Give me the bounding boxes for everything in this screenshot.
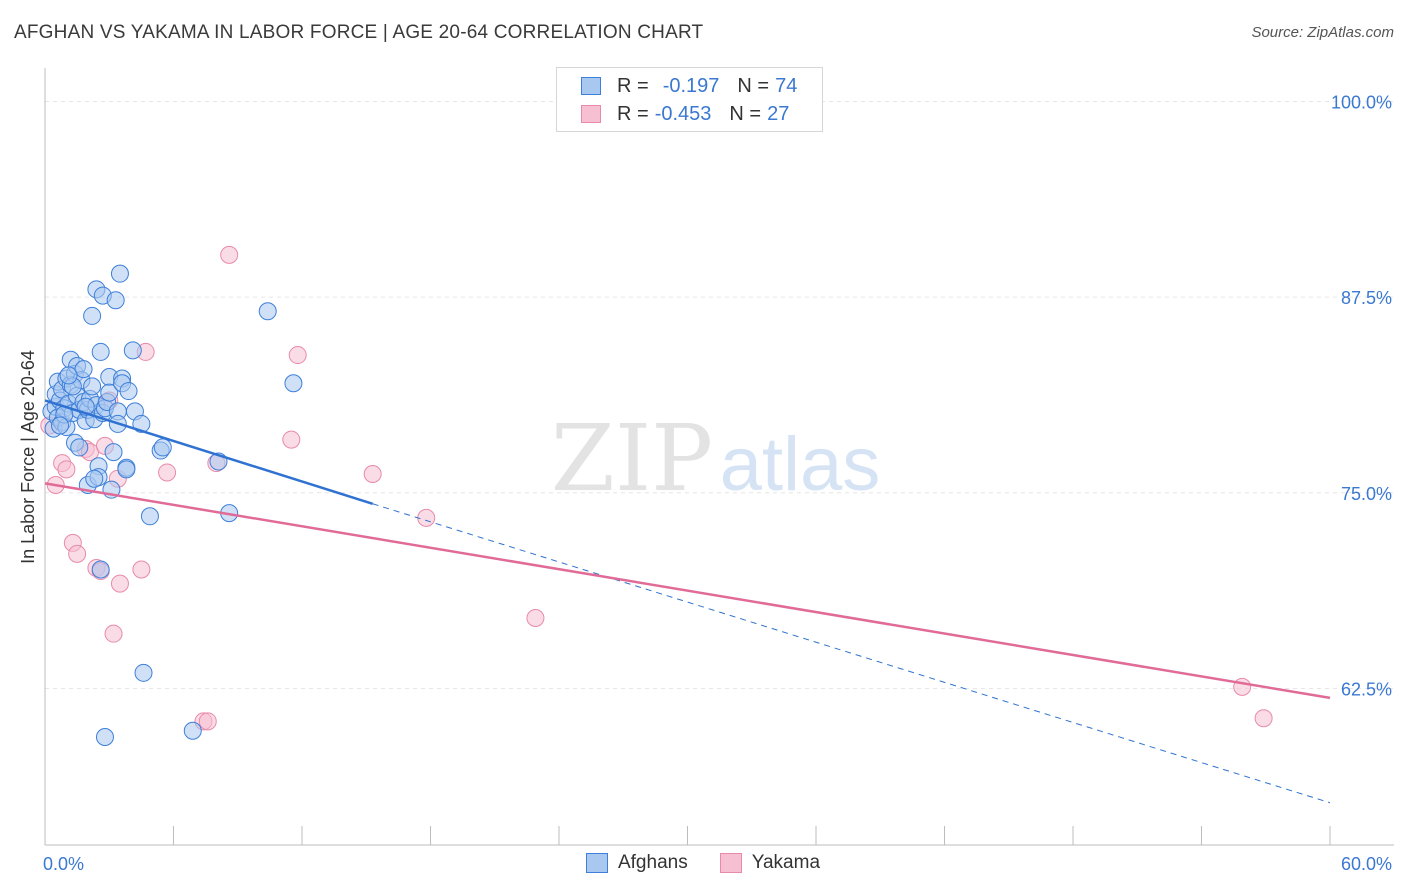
afghans-series xyxy=(42,264,303,746)
yakama-point xyxy=(220,245,239,264)
axes xyxy=(44,68,1394,846)
afghans-swatch xyxy=(585,853,608,873)
legend-r-label: R = xyxy=(617,74,649,97)
yakama-point xyxy=(417,508,436,527)
yakama-point xyxy=(110,574,129,593)
legend-row-afghans: R = -0.197 N = 74 xyxy=(581,73,797,99)
afghans-point xyxy=(83,306,102,325)
watermark-atlas: atlas xyxy=(720,422,881,507)
yakama-point xyxy=(282,430,301,449)
yakama-point xyxy=(526,609,545,628)
yakama-point xyxy=(132,560,151,579)
legend-row-yakama: R = -0.453 N = 27 xyxy=(581,101,789,127)
afghans-point xyxy=(50,416,69,435)
afghans-point xyxy=(140,507,159,526)
chart-title: AFGHAN VS YAKAMA IN LABOR FORCE | AGE 20… xyxy=(14,22,704,43)
x-tick-label: 60.0% xyxy=(1341,854,1392,874)
y-tick-label: 100.0% xyxy=(1331,92,1392,112)
yakama-point xyxy=(198,712,217,731)
afghans-point xyxy=(123,341,142,360)
afghans-point xyxy=(117,460,136,479)
legend-item-yakama[interactable]: Yakama xyxy=(719,852,821,874)
afghans-point xyxy=(284,374,303,393)
afghans-point xyxy=(95,727,114,746)
legend-n-label: N = xyxy=(737,74,770,97)
afghans-point xyxy=(91,342,110,361)
yakama-point xyxy=(158,463,177,482)
legend-n-label: N = xyxy=(729,102,762,125)
afghans-point xyxy=(85,469,104,488)
yakama-trend-line xyxy=(44,482,1331,700)
afghans-point xyxy=(70,438,89,457)
afghans-point xyxy=(74,360,93,379)
afghans-point xyxy=(104,443,123,462)
x-tick-label: 0.0% xyxy=(43,854,84,874)
yakama-point xyxy=(1254,709,1273,728)
legend-swatch-yakama xyxy=(581,105,601,123)
yakama-swatch xyxy=(719,853,742,873)
legend-n-value: 74 xyxy=(775,74,798,97)
legend-r-value: -0.197 xyxy=(662,74,720,97)
afghans-point xyxy=(91,560,110,579)
yakama-point xyxy=(363,465,382,484)
yakama-point xyxy=(288,346,307,365)
afghans-point xyxy=(83,377,102,396)
afghans-point xyxy=(153,438,172,457)
yakama-legend-label: Yakama xyxy=(751,852,821,873)
afghans-legend-label: Afghans xyxy=(617,852,688,873)
stats-legend: R = -0.197 N = 74 R = -0.453 N = 27 xyxy=(556,67,823,132)
afghans-point xyxy=(258,302,277,321)
y-tick-label: 75.0% xyxy=(1341,484,1392,504)
watermark-zip: ZIP xyxy=(551,405,713,512)
afghans-trend-line xyxy=(44,399,374,505)
yakama-point xyxy=(57,460,76,479)
y-tick-label: 62.5% xyxy=(1341,679,1392,699)
afghans-point xyxy=(132,414,151,433)
series-legend: Afghans Yakama xyxy=(0,852,1406,874)
gridlines xyxy=(45,100,1394,689)
afghans-point xyxy=(110,264,129,283)
watermark: ZIP atlas xyxy=(551,405,880,512)
y-tick-label: 87.5% xyxy=(1341,288,1392,308)
legend-swatch-afghans xyxy=(581,77,601,95)
legend-r-label: R = xyxy=(617,102,649,125)
legend-item-afghans[interactable]: Afghans xyxy=(585,852,688,874)
legend-n-value: 27 xyxy=(767,102,790,125)
afghans-point xyxy=(59,366,78,385)
afghans-point xyxy=(106,291,125,310)
afghans-point xyxy=(100,383,119,402)
trend-lines xyxy=(44,399,1331,804)
y-axis-label: In Labor Force | Age 20-64 xyxy=(18,350,38,564)
afghans-trend-extension xyxy=(372,503,1331,804)
yakama-point xyxy=(104,624,123,643)
legend-r-value: -0.453 xyxy=(654,102,712,125)
afghans-point xyxy=(183,721,202,740)
source-label: Source: ZipAtlas.com xyxy=(1251,24,1394,41)
afghans-point xyxy=(119,382,138,401)
tick-labels: 62.5% 75.0% 87.5% 100.0% 0.0% 60.0% xyxy=(43,92,1392,874)
afghans-point xyxy=(134,663,153,682)
yakama-point xyxy=(68,544,87,563)
